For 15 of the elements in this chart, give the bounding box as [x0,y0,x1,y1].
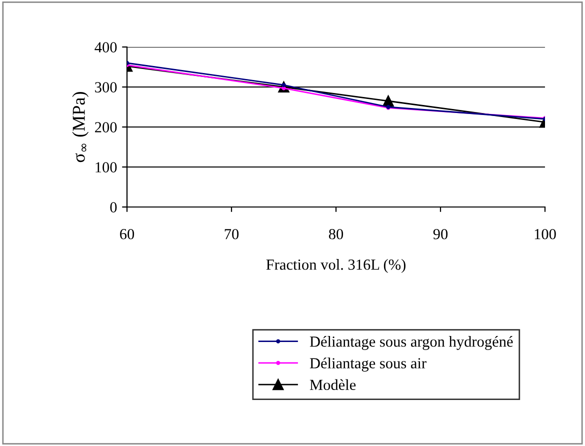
x-tick-label: 70 [224,228,239,240]
y-tick-label: 300 [95,82,117,92]
legend-label: Déliantage sous air [310,358,426,372]
x-tick-label: 80 [328,228,344,240]
legend-label: Déliantage sous argon hydrogéné [310,336,513,350]
y-tick-label: 0 [110,202,117,212]
y-axis-title: σ$_{∞}$ (MPa) [72,92,89,162]
legend-label: Modèle [310,379,356,390]
x-tick-label: 60 [120,228,134,240]
x-tick-label: 90 [433,228,448,240]
x-axis-title: Fraction vol. 316L (%) [266,259,406,273]
y-tick-label: 100 [96,162,117,172]
y-tick-label: 400 [94,42,117,52]
x-tick-label: 100 [534,228,556,240]
y-tick-label: 200 [95,122,117,132]
